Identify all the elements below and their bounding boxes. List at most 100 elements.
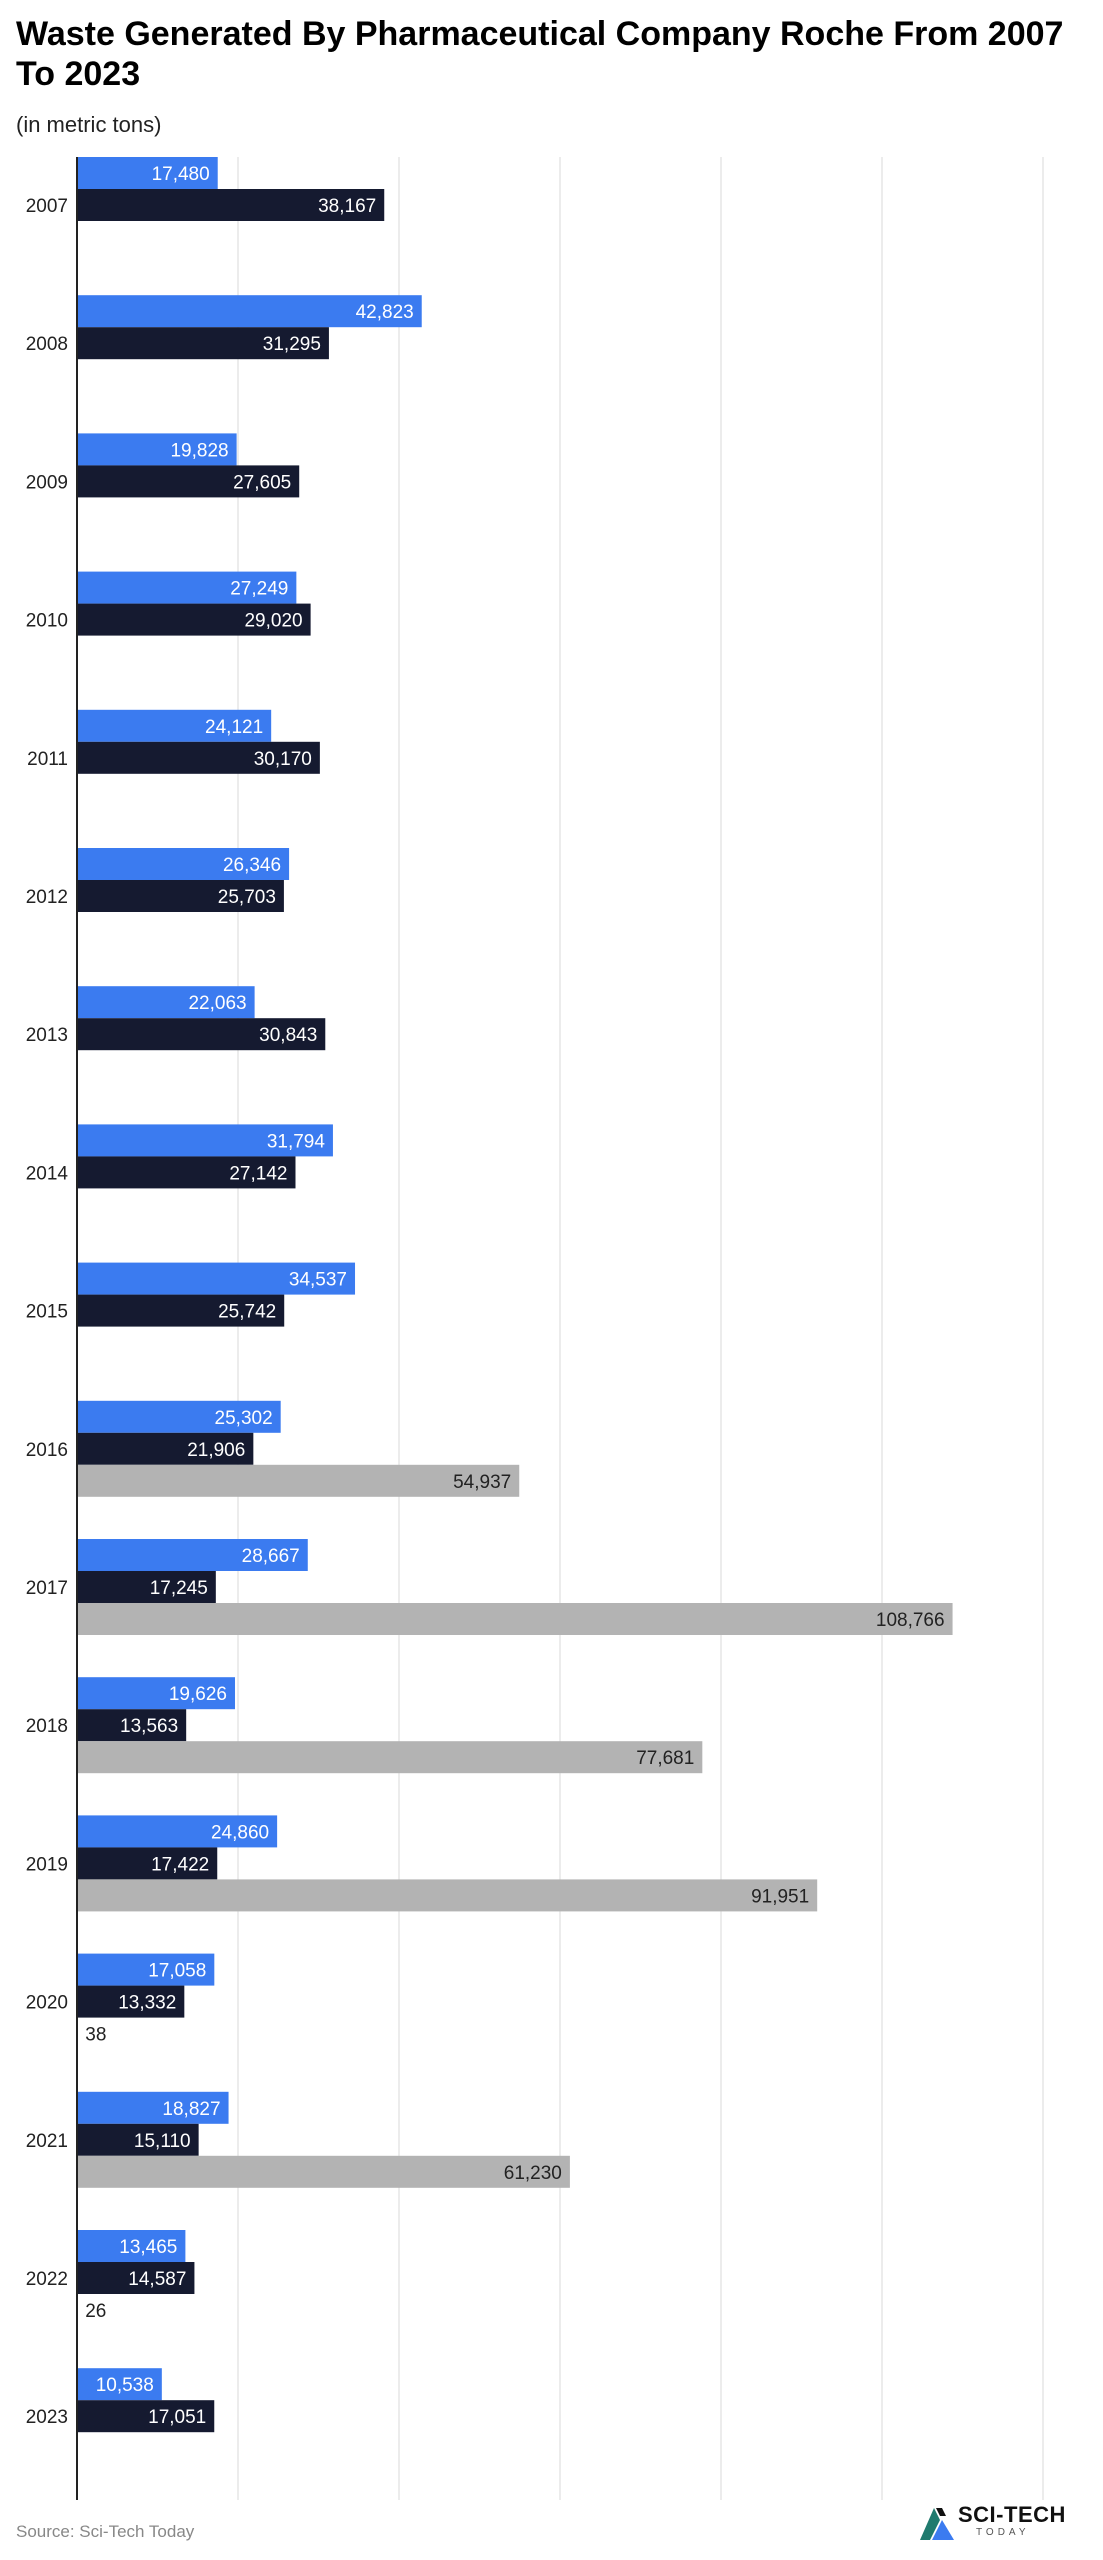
bar — [77, 1953, 215, 1986]
data-label: 14,587 — [128, 2269, 186, 2290]
bar — [77, 603, 311, 636]
y-category-label: 2016 — [26, 1440, 68, 1461]
bar — [77, 2368, 162, 2401]
data-label: 54,937 — [453, 1472, 511, 1493]
data-label: 31,794 — [267, 1131, 326, 1152]
data-label: 19,828 — [170, 440, 228, 461]
bar — [77, 1294, 285, 1327]
chart-subtitle: (in metric tons) — [16, 112, 162, 137]
bar — [77, 433, 237, 466]
data-label: 17,058 — [148, 1961, 206, 1982]
y-category-label: 2007 — [26, 196, 68, 217]
y-category-label: 2008 — [26, 334, 68, 355]
data-label: 25,742 — [218, 1302, 276, 1323]
bar-chart: 020,00040,00060,00080,000100,000120,0001… — [26, 157, 1044, 2500]
bar — [77, 848, 290, 880]
logo-name: SCI-TECH — [958, 2502, 1066, 2527]
data-label: 30,843 — [259, 1025, 317, 1046]
bar — [77, 1709, 187, 1742]
bar — [77, 465, 300, 498]
bar — [77, 1432, 254, 1465]
bar — [77, 1156, 296, 1189]
chart-title: Waste Generated By Pharmaceutical Compan… — [16, 15, 1064, 93]
y-category-label: 2010 — [26, 611, 68, 632]
bar — [77, 1603, 953, 1635]
bar — [77, 741, 320, 774]
data-label: 18,827 — [162, 2099, 220, 2120]
data-label: 17,480 — [152, 164, 210, 185]
bar — [77, 1018, 326, 1051]
bar — [77, 157, 218, 189]
bar — [77, 1815, 278, 1848]
bar — [77, 327, 329, 360]
bar — [77, 2262, 195, 2294]
data-label: 61,230 — [504, 2163, 562, 2184]
data-label: 29,020 — [244, 611, 302, 632]
data-label: 26,346 — [223, 855, 281, 876]
bar — [77, 1879, 818, 1912]
bar — [77, 1124, 333, 1157]
data-label: 26 — [85, 2301, 106, 2322]
bar — [77, 189, 385, 221]
data-label: 31,295 — [263, 334, 321, 355]
source-note: Source: Sci-Tech Today — [16, 2522, 195, 2541]
bar — [77, 1677, 235, 1710]
data-label: 22,063 — [188, 993, 246, 1014]
data-label: 27,605 — [233, 472, 291, 493]
data-label: 15,110 — [134, 2131, 191, 2152]
data-label: 27,142 — [229, 1163, 287, 1184]
y-category-label: 2020 — [26, 1993, 68, 2014]
data-label: 77,681 — [636, 1748, 694, 1769]
data-label: 25,302 — [215, 1408, 273, 1429]
y-category-label: 2021 — [26, 2131, 68, 2152]
bar — [77, 295, 422, 328]
data-label: 19,626 — [169, 1684, 227, 1705]
bar — [77, 1262, 356, 1295]
y-category-label: 2018 — [26, 1716, 68, 1737]
data-label: 25,703 — [218, 887, 276, 908]
bar — [77, 1539, 308, 1571]
data-label: 10,538 — [96, 2375, 154, 2396]
logo-tagline: TODAY — [976, 2527, 1030, 2538]
logo-icon — [920, 2508, 954, 2540]
data-label: 108,766 — [876, 1610, 945, 1631]
bar — [77, 1847, 218, 1880]
y-category-label: 2023 — [26, 2407, 68, 2428]
bar — [77, 571, 297, 604]
bar — [77, 1464, 520, 1497]
data-label: 21,906 — [187, 1440, 245, 1461]
data-label: 42,823 — [356, 302, 414, 323]
data-label: 17,422 — [151, 1854, 209, 1875]
bar — [77, 2400, 215, 2433]
data-label: 13,332 — [118, 1993, 176, 2014]
y-category-label: 2011 — [27, 749, 68, 770]
data-label: 38,167 — [318, 196, 376, 217]
y-category-label: 2017 — [26, 1578, 68, 1599]
data-label: 91,951 — [751, 1886, 809, 1907]
data-label: 30,170 — [254, 749, 312, 770]
bar — [77, 1400, 281, 1433]
data-label: 17,245 — [150, 1578, 208, 1599]
data-label: 27,249 — [230, 579, 288, 600]
bar — [77, 1985, 185, 2018]
y-category-label: 2012 — [26, 887, 68, 908]
data-label: 17,051 — [148, 2407, 206, 2428]
y-category-label: 2022 — [26, 2269, 68, 2290]
bar — [77, 1741, 703, 1774]
y-category-label: 2014 — [26, 1163, 69, 1184]
y-category-label: 2009 — [26, 472, 68, 493]
bar — [77, 2155, 570, 2188]
data-label: 28,667 — [242, 1546, 300, 1567]
bar — [77, 2091, 229, 2124]
data-label: 13,563 — [120, 1716, 178, 1737]
bar — [77, 986, 255, 1019]
data-label: 24,121 — [205, 717, 263, 738]
sci-tech-logo: SCI-TECH TODAY — [918, 2500, 1068, 2544]
data-label: 38 — [85, 2025, 106, 2046]
bar — [77, 2123, 199, 2156]
y-category-label: 2013 — [26, 1025, 68, 1046]
bar — [77, 1571, 216, 1603]
bar — [77, 880, 284, 912]
data-label: 34,537 — [289, 1270, 347, 1291]
data-label: 13,465 — [119, 2237, 177, 2258]
